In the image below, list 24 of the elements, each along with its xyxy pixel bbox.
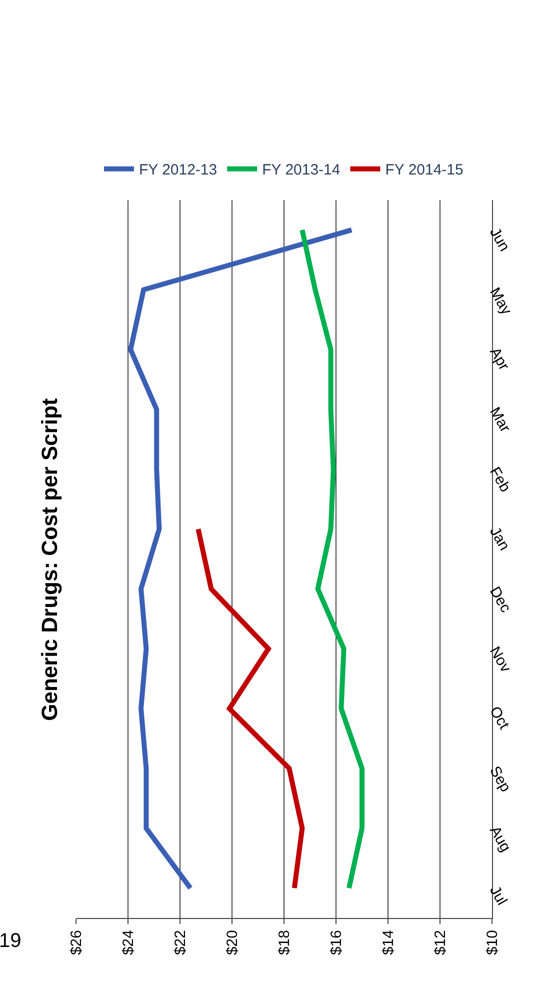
x-tick-label: $16 <box>328 930 345 956</box>
y-tick-label: Feb <box>486 464 514 496</box>
x-tick-label: $14 <box>380 930 397 956</box>
y-tick-label: Jun <box>486 224 513 254</box>
x-tick-label: $18 <box>276 930 293 956</box>
y-tick-label: Oct <box>486 704 513 734</box>
legend-label: FY 2012-13 <box>139 162 218 179</box>
text: Generic Drugs: Cost per Script <box>36 397 62 721</box>
y-tick-label: Jul <box>486 883 510 908</box>
x-tick-label: $22 <box>172 930 189 956</box>
text: 19 <box>0 930 22 952</box>
legend-label: FY 2014-15 <box>385 162 464 179</box>
y-tick-label: Jan <box>486 524 513 554</box>
x-tick-label: $10 <box>484 930 501 956</box>
legend-label: FY 2013-14 <box>262 162 340 179</box>
x-tick-label: $20 <box>224 930 241 956</box>
y-tick-label: Apr <box>486 344 512 374</box>
x-tick-label: $26 <box>68 930 85 956</box>
y-tick-label: Sep <box>486 763 514 796</box>
y-tick-label: Aug <box>486 823 514 855</box>
x-tick-label: $12 <box>432 930 449 956</box>
y-tick-label: Mar <box>486 404 514 436</box>
y-tick-label: Nov <box>486 644 514 676</box>
x-tick-label: $24 <box>120 930 137 956</box>
